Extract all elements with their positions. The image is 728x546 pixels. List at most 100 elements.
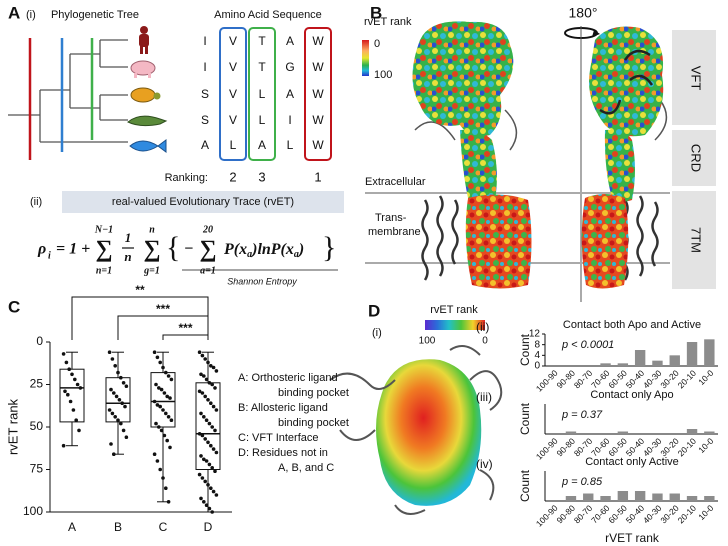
data-point: [209, 364, 213, 368]
sub-label: (i): [26, 9, 36, 21]
data-point: [200, 353, 205, 358]
data-point: [207, 506, 212, 511]
x-tick-label: 30-20: [658, 368, 681, 391]
data-point: [209, 486, 213, 491]
residue: V: [229, 60, 237, 74]
data-point: [213, 469, 217, 474]
data-point: [164, 486, 168, 491]
residue: A: [286, 34, 294, 48]
data-point: [67, 367, 71, 372]
data-point: [211, 447, 216, 451]
chart-title: Contact only Active: [585, 456, 679, 468]
data-point: [152, 399, 157, 404]
data-point: [110, 411, 115, 416]
data-point: [161, 476, 165, 480]
domain-box: [672, 191, 716, 289]
protein-surface: [581, 194, 629, 289]
data-point: [68, 399, 73, 404]
region-label: membrane: [368, 226, 421, 238]
x-tick-label: 10-0: [696, 368, 715, 387]
data-point: [206, 483, 210, 487]
x-tick-label: 60-50: [606, 368, 629, 391]
data-point: [168, 445, 172, 450]
data-point: [204, 377, 209, 382]
data-point: [113, 415, 117, 419]
data-point: [203, 479, 207, 484]
residue: L: [259, 113, 266, 127]
data-point: [164, 370, 168, 375]
y-axis-label: Count: [518, 402, 532, 435]
bar: [652, 493, 663, 501]
x-tick-label: C: [159, 520, 168, 534]
data-point: [73, 377, 77, 382]
annotation: p = 0.85: [561, 476, 603, 488]
legend-text: A: Orthosteric ligand: [238, 372, 338, 384]
data-point: [124, 384, 129, 389]
data-point: [155, 355, 160, 360]
formula-text: i: [48, 250, 51, 261]
residue: I: [203, 34, 206, 48]
data-point: [209, 401, 213, 406]
cartoon-helices: [599, 49, 654, 115]
chart-title: Contact only Apo: [590, 389, 673, 401]
data-point: [210, 510, 214, 514]
formula-text: 20: [202, 224, 213, 235]
data-point: [107, 408, 112, 412]
y-axis-label: rvET rank: [5, 398, 20, 455]
residue: A: [201, 138, 209, 152]
data-point: [202, 457, 206, 462]
protein-surface: [604, 129, 635, 202]
species-icons: [127, 26, 168, 153]
data-point: [75, 382, 80, 387]
formula-text: = 1 +: [56, 241, 90, 258]
region-label: Trans-: [375, 212, 407, 224]
data-point: [107, 350, 112, 355]
significance-bracket: [117, 315, 209, 340]
x-tick-label: 90-80: [555, 503, 578, 526]
colorbar-title: rvET rank: [364, 16, 412, 28]
highlight-box: [248, 27, 276, 161]
protein-surface: [589, 26, 664, 137]
formula-text: n: [124, 249, 131, 264]
region-label: Extracellular: [365, 176, 426, 188]
x-tick-label: 80-70: [572, 368, 595, 391]
bar: [617, 431, 629, 434]
domain-box: [672, 30, 716, 125]
y-tick-label: 25: [30, 377, 44, 391]
data-point: [207, 462, 212, 467]
formula-text: ∑: [143, 237, 160, 263]
legend-text: B: Allosteric ligand: [238, 402, 328, 414]
x-tick-label: 70-60: [589, 368, 612, 391]
bar: [669, 493, 680, 501]
data-point: [211, 489, 216, 494]
y-tick-label: 8: [534, 339, 540, 350]
x-tick-label: 70-60: [589, 503, 612, 526]
data-point: [161, 365, 165, 370]
data-point: [199, 411, 203, 416]
rotation-arrow: [592, 30, 600, 37]
data-point: [159, 387, 164, 392]
formula-text: 1: [125, 230, 132, 245]
data-point: [66, 392, 70, 397]
bar: [652, 360, 663, 366]
legend-text: A, B, and C: [278, 462, 334, 474]
formula-text: ρ: [37, 241, 46, 258]
rotation-label: 180°: [569, 5, 598, 21]
data-point: [121, 428, 126, 433]
bar: [634, 491, 646, 501]
residue: I: [288, 113, 291, 127]
data-point: [210, 382, 214, 387]
data-point: [206, 360, 210, 365]
data-point: [213, 428, 217, 433]
data-point: [158, 467, 162, 472]
bar: [565, 431, 577, 434]
panel-letter: D: [368, 301, 380, 320]
data-point: [199, 454, 203, 458]
data-point: [166, 374, 171, 378]
tree-title: Phylogenetic Tree: [51, 9, 139, 21]
data-point: [165, 394, 169, 399]
bar: [600, 363, 611, 366]
data-point: [166, 500, 171, 504]
panel-letter: A: [8, 3, 20, 22]
